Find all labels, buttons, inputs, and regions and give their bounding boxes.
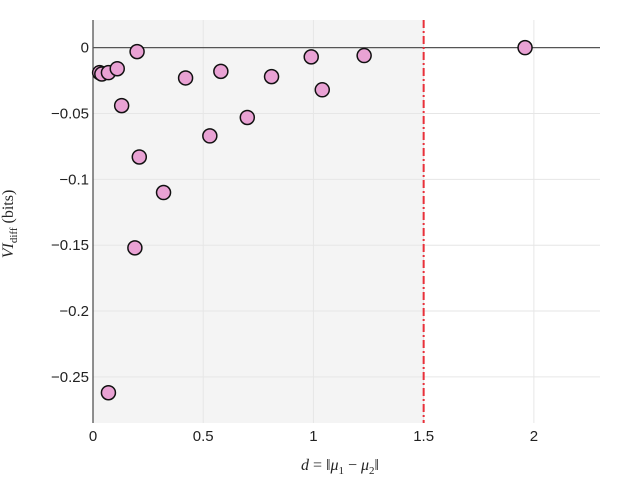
y-axis-title: VIdiff (bits)	[0, 190, 20, 259]
x-axis-title: d = ‖μ1 − μ2‖	[301, 457, 379, 477]
data-points	[91, 39, 533, 401]
data-point	[131, 149, 148, 165]
data-point	[356, 47, 372, 64]
plot-background	[93, 20, 424, 423]
data-point	[155, 184, 172, 201]
y-axis-ticks: 0 −0.05 −0.1 −0.15 −0.2 −0.25	[51, 40, 89, 386]
data-point	[263, 68, 280, 85]
x-axis-ticks: 0 0.5 1 1.5 2	[89, 428, 538, 445]
x-tick-label: 0.5	[193, 428, 214, 445]
data-point	[213, 63, 229, 80]
shaded-region	[93, 20, 424, 423]
y-tick-label: 0	[81, 40, 89, 57]
data-point	[202, 128, 218, 144]
y-tick-label: −0.25	[51, 369, 89, 386]
y-tick-label: −0.05	[51, 106, 89, 123]
data-point	[127, 240, 143, 256]
y-tick-label: −0.1	[59, 171, 89, 188]
reference-lines	[92, 20, 600, 423]
x-tick-label: 2	[530, 428, 538, 445]
data-point	[100, 384, 117, 401]
data-point	[109, 60, 125, 77]
data-point	[177, 70, 194, 86]
x-tick-label: 0	[89, 428, 97, 445]
y-tick-label: −0.15	[51, 237, 89, 254]
data-point	[113, 97, 130, 114]
data-point	[314, 82, 331, 98]
data-point	[517, 39, 533, 56]
data-point	[303, 49, 319, 65]
data-point	[129, 43, 145, 60]
y-tick-label: −0.2	[59, 303, 89, 320]
data-point	[239, 109, 256, 126]
x-tick-label: 1	[309, 428, 317, 445]
x-tick-label: 1.5	[413, 428, 434, 445]
